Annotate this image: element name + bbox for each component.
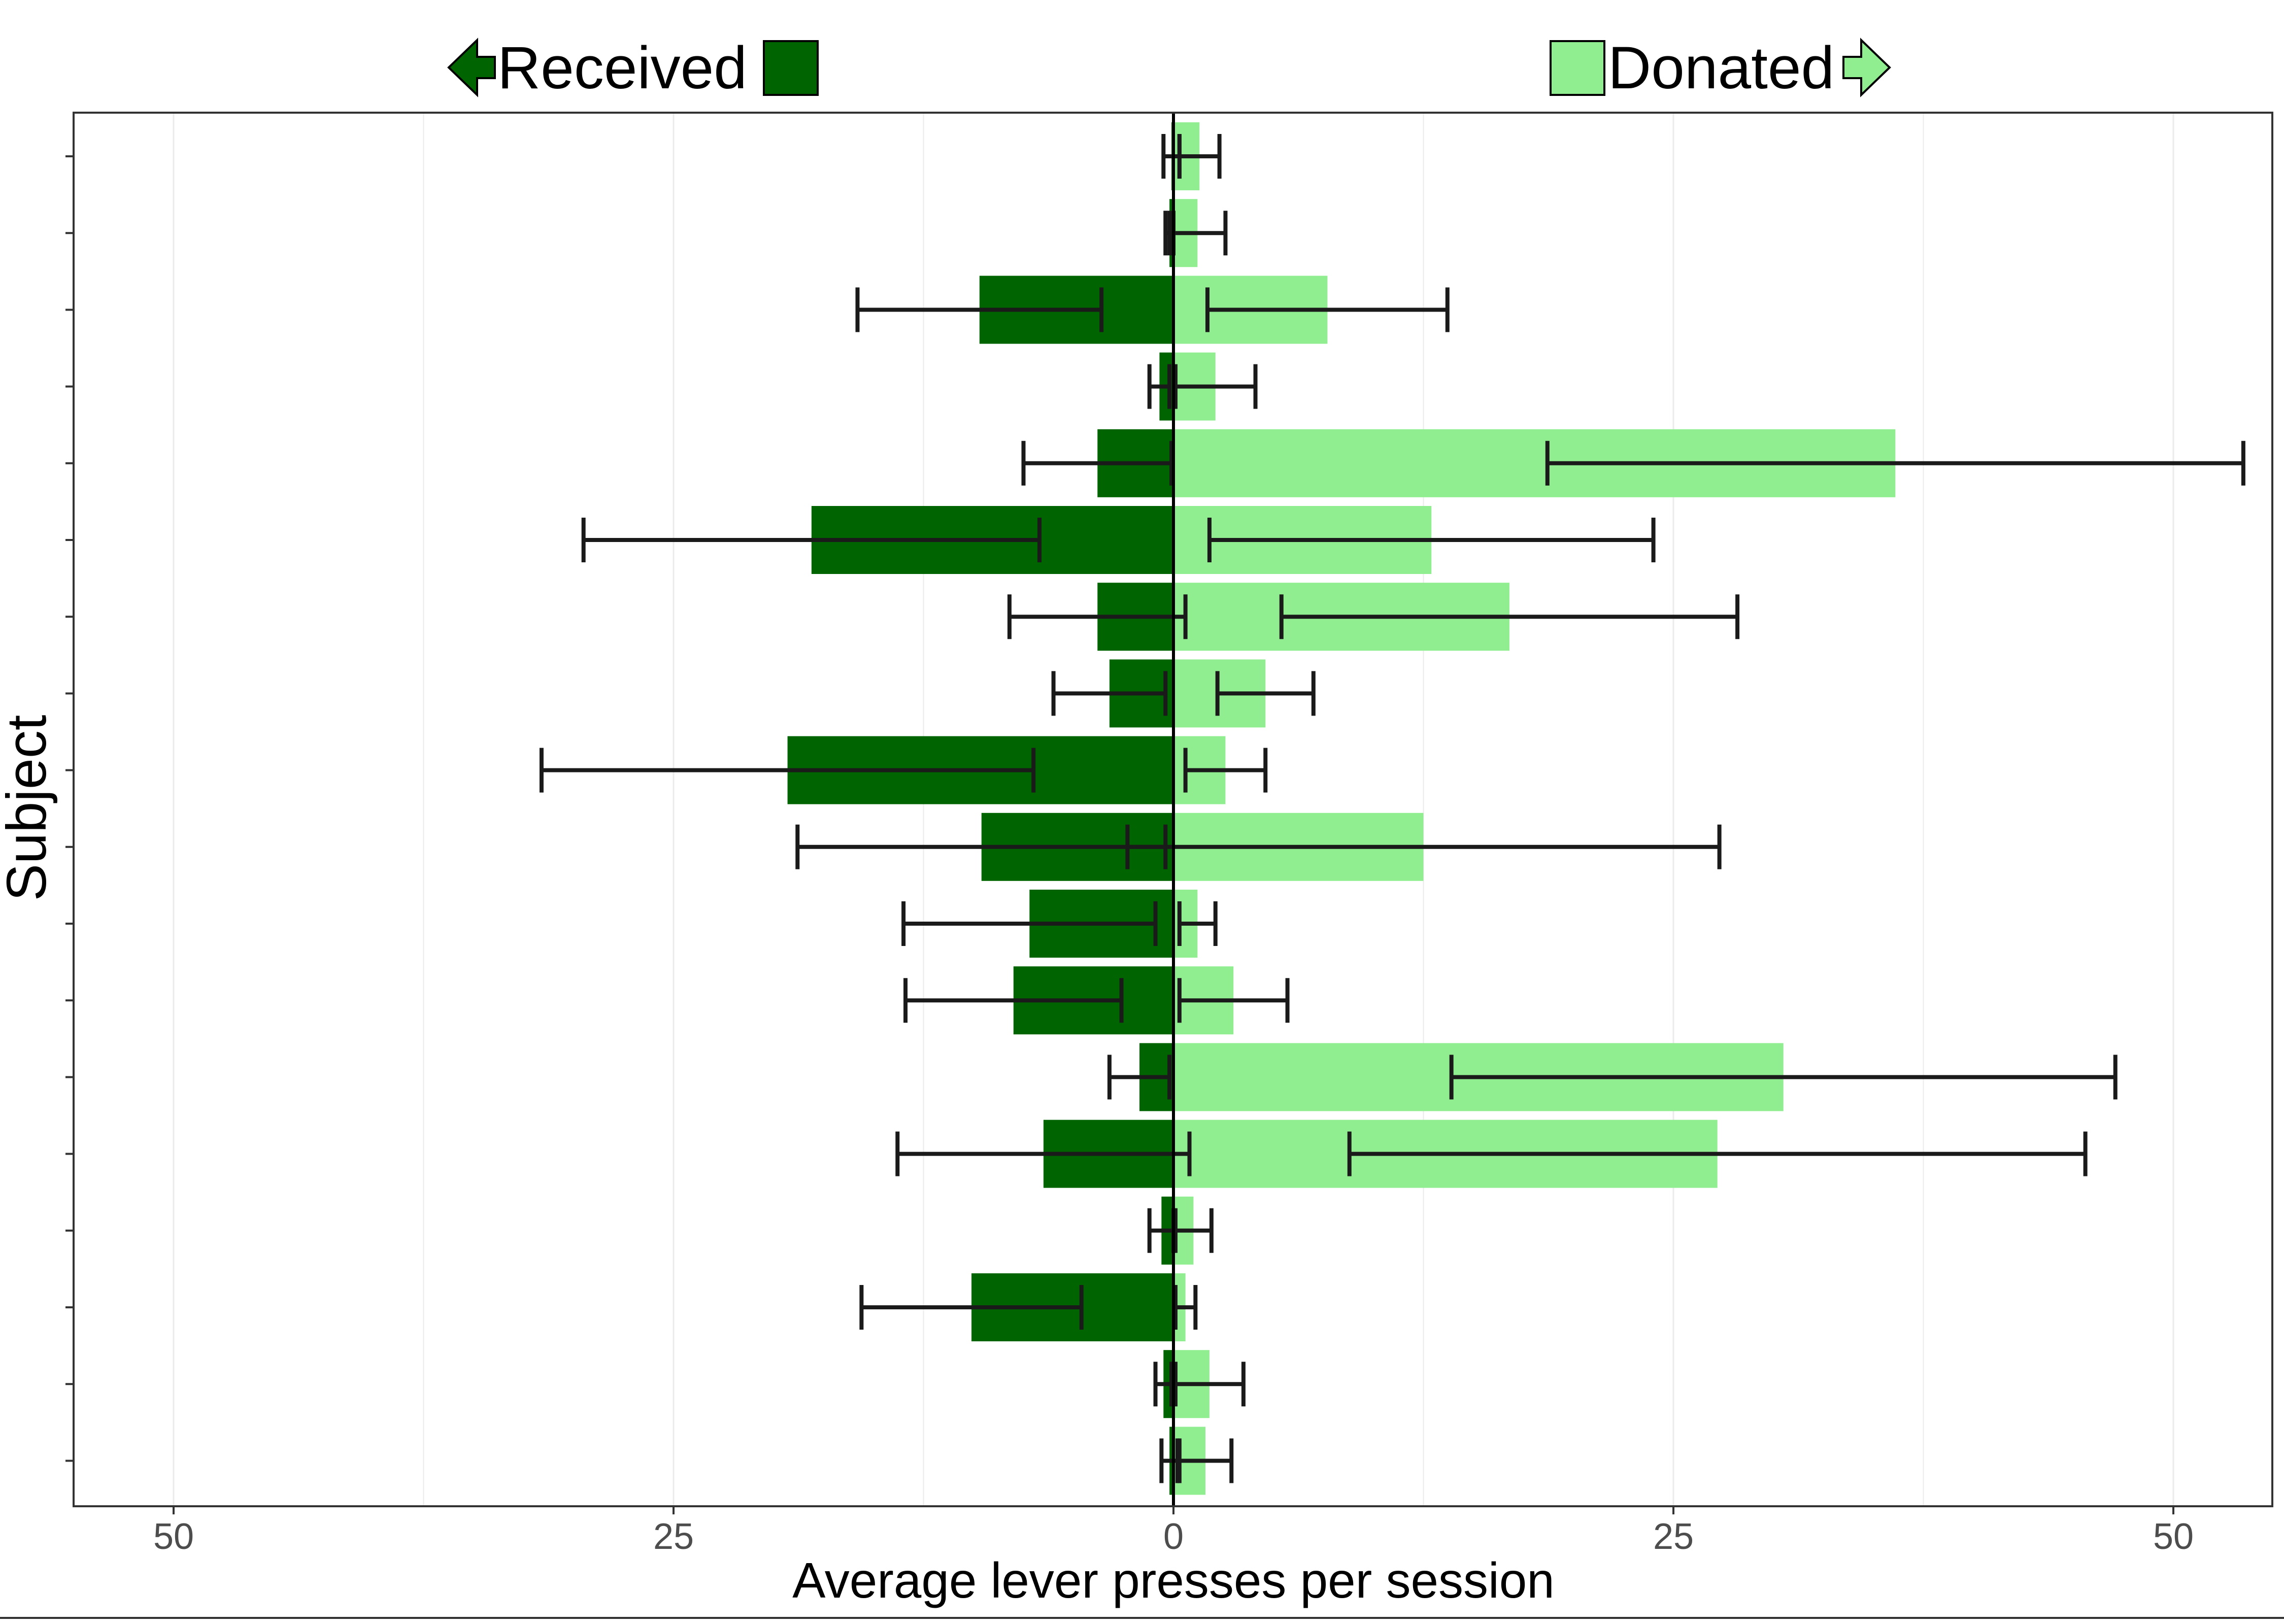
x-tick-label: 50	[2153, 1516, 2194, 1557]
error-bar-donated	[1205, 287, 1450, 332]
error-bar-received	[855, 287, 1104, 332]
error-bar-received	[903, 978, 1124, 1023]
x-axis-title: Average lever presses per session	[792, 1552, 1555, 1608]
error-bar-received	[1153, 1362, 1174, 1407]
x-ticks-layer: 50 25 0 25 50	[153, 1506, 2194, 1557]
error-bar-received	[895, 1131, 1192, 1176]
error-bar-donated	[1449, 1055, 2118, 1100]
arrow-left-icon	[447, 38, 496, 97]
x-tick-label: 25	[653, 1516, 694, 1557]
error-bar-donated	[1125, 824, 1722, 869]
y-axis-title: Subject	[0, 715, 58, 901]
error-bar-donated	[1207, 518, 1656, 562]
error-bar-donated	[1173, 1208, 1214, 1253]
y-ticks-layer	[65, 155, 74, 1462]
bottom-rule	[0, 1617, 2284, 1619]
error-bar-donated	[1545, 441, 2245, 486]
error-bar-donated	[1173, 364, 1258, 409]
legend-label-donated: Donated	[1608, 35, 1834, 101]
bars-layer	[787, 122, 1896, 1495]
error-bar-received	[901, 901, 1158, 946]
error-bar-received	[581, 518, 1042, 562]
legend-key-donated	[1550, 40, 1605, 96]
x-tick-label: 0	[1163, 1516, 1184, 1557]
x-tick-label: 50	[153, 1516, 194, 1557]
error-bar-received	[539, 748, 1036, 793]
legend-key-received	[763, 40, 819, 96]
error-bar-donated	[1177, 901, 1218, 946]
error-bar-donated	[1177, 978, 1290, 1023]
error-bar-donated	[1177, 1438, 1234, 1483]
error-bar-received	[859, 1285, 1084, 1330]
error-bars-layer	[539, 134, 2245, 1483]
error-bar-received	[1021, 441, 1174, 486]
error-bar-donated	[1347, 1131, 2088, 1176]
x-tick-label: 25	[1653, 1516, 1694, 1557]
arrow-right-icon	[1842, 38, 1891, 97]
error-bar-donated	[1183, 748, 1268, 793]
error-bar-donated	[1279, 594, 1740, 639]
legend: Received Donated	[447, 35, 1891, 101]
error-bar-received	[1107, 1055, 1172, 1100]
grid-layer	[173, 113, 2174, 1506]
error-bar-donated	[1215, 671, 1316, 716]
error-bar-received	[1147, 364, 1172, 409]
error-bar-donated	[1167, 211, 1228, 256]
error-bar-received	[1051, 671, 1168, 716]
error-bar-received	[1007, 594, 1188, 639]
error-bar-donated	[1173, 1285, 1198, 1330]
legend-label-received: Received	[497, 35, 747, 101]
error-bar-donated	[1177, 134, 1222, 179]
error-bar-donated	[1173, 1362, 1246, 1407]
